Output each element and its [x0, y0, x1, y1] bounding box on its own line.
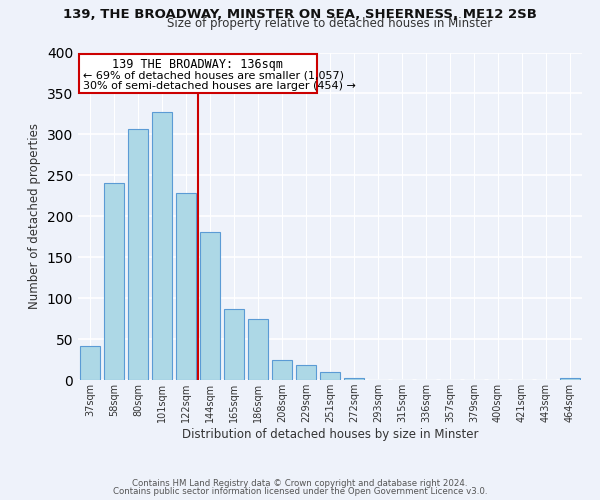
Y-axis label: Number of detached properties: Number of detached properties	[28, 123, 41, 309]
Bar	[128, 130, 148, 380]
Bar	[344, 378, 364, 380]
Bar	[320, 372, 340, 380]
Text: 139, THE BROADWAY, MINSTER ON SEA, SHEERNESS, ME12 2SB: 139, THE BROADWAY, MINSTER ON SEA, SHEER…	[63, 8, 537, 20]
Bar	[200, 232, 220, 380]
Title: Size of property relative to detached houses in Minster: Size of property relative to detached ho…	[167, 18, 493, 30]
Bar	[224, 309, 244, 380]
Bar	[248, 318, 268, 380]
Text: Contains public sector information licensed under the Open Government Licence v3: Contains public sector information licen…	[113, 487, 487, 496]
Bar	[176, 192, 196, 380]
Text: ← 69% of detached houses are smaller (1,057): ← 69% of detached houses are smaller (1,…	[83, 70, 344, 81]
Bar	[80, 346, 100, 380]
Bar	[104, 182, 124, 380]
Bar	[272, 360, 292, 380]
Bar	[296, 366, 316, 380]
Text: Contains HM Land Registry data © Crown copyright and database right 2024.: Contains HM Land Registry data © Crown c…	[132, 478, 468, 488]
Text: 30% of semi-detached houses are larger (454) →: 30% of semi-detached houses are larger (…	[83, 81, 356, 91]
Text: 139 THE BROADWAY: 136sqm: 139 THE BROADWAY: 136sqm	[113, 58, 284, 71]
X-axis label: Distribution of detached houses by size in Minster: Distribution of detached houses by size …	[182, 428, 478, 441]
Bar	[152, 112, 172, 380]
Bar	[79, 54, 317, 94]
Bar	[560, 378, 580, 380]
